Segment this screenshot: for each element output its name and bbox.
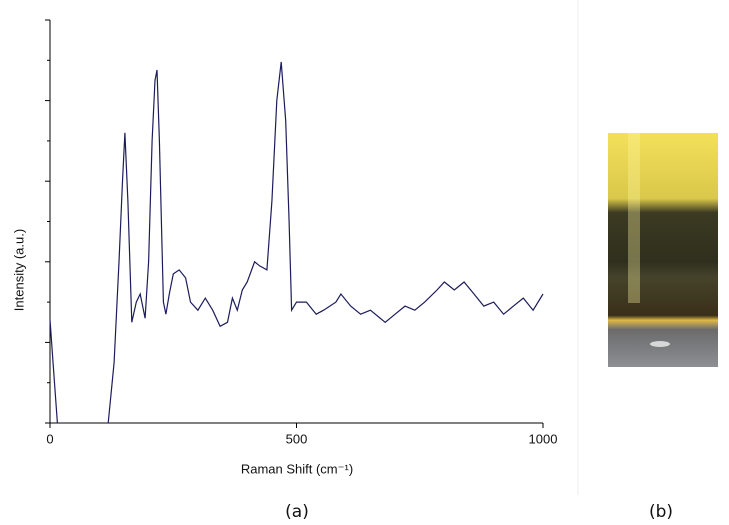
x-axis-label: Raman Shift (cm⁻¹) — [241, 461, 353, 476]
photo-reflection — [650, 341, 670, 347]
caption: (b) — [649, 502, 673, 522]
caption: (a) — [285, 502, 309, 522]
spectrum-line — [49, 61, 544, 424]
x-tick-label: 0 — [46, 431, 53, 446]
x-tick-label: 1000 — [529, 431, 558, 446]
y-axis-label: Intensity (a.u.) — [11, 229, 26, 311]
x-tick-label: 500 — [286, 431, 308, 446]
photo-highlight — [628, 133, 640, 303]
sample-photo — [608, 133, 718, 367]
